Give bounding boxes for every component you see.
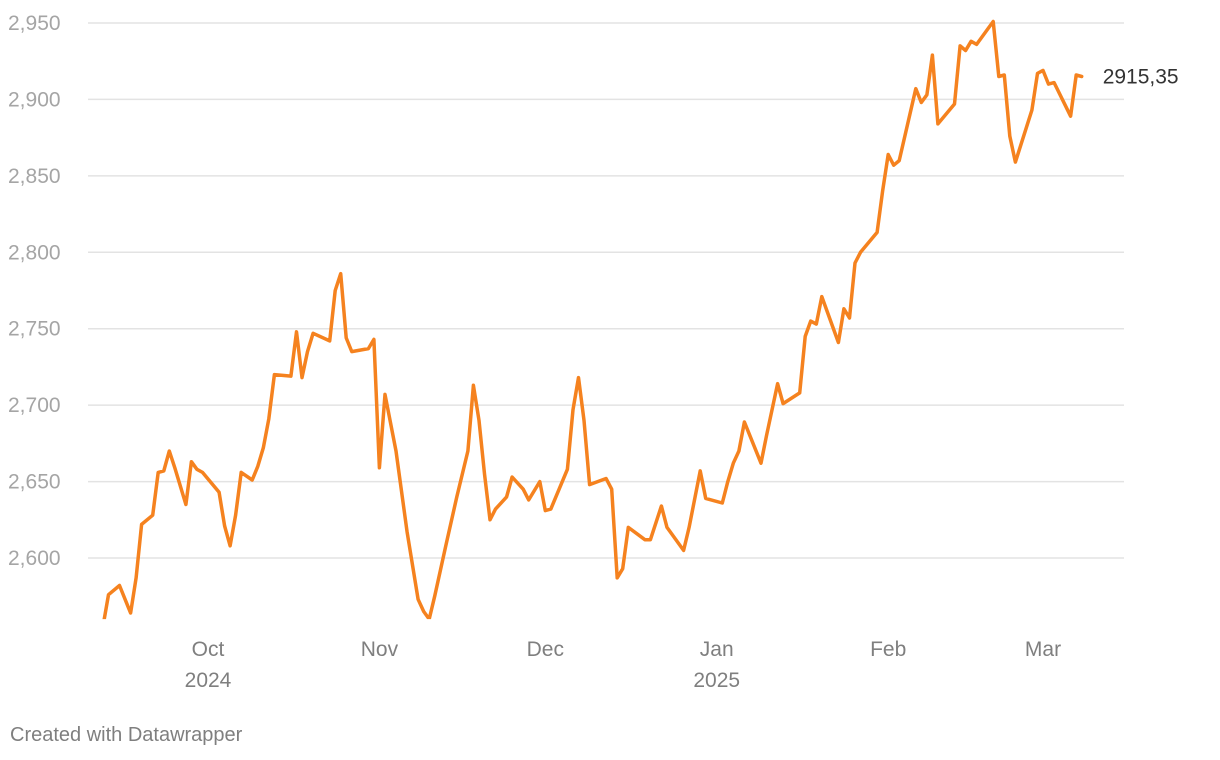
footer-credit: Created with Datawrapper (10, 724, 243, 746)
y-tick-label: 2,600 (8, 547, 61, 570)
x-tick-year-label: 2024 (185, 669, 232, 692)
series-line (102, 19, 1084, 620)
gridlines (88, 22, 1124, 559)
x-tick-year-label: 2025 (693, 669, 740, 692)
end-value-label: 2915,35 (1103, 66, 1179, 89)
x-tick-label: Nov (361, 638, 399, 661)
y-tick-label: 2,900 (8, 88, 61, 111)
y-tick-label: 2,950 (8, 12, 61, 35)
x-axis-ticks: Oct 2024 Nov Dec Jan 2025 Feb Mar (185, 638, 1061, 692)
y-axis-ticks: 2,600 2,650 2,700 2,750 2,800 2,850 2,900 2,950 (8, 12, 61, 570)
y-tick-label: 2,750 (8, 318, 61, 341)
x-tick-label: Jan (700, 638, 734, 661)
x-tick-label: Feb (870, 638, 906, 661)
y-tick-label: 2,700 (8, 394, 61, 417)
x-tick-label: Oct (192, 638, 225, 661)
x-tick-label: Dec (527, 638, 564, 661)
line-chart: 2,600 2,650 2,700 2,750 2,800 2,850 2,900 2,950… (8, 12, 1179, 692)
series-layer (102, 19, 1084, 620)
x-tick-label: Mar (1025, 638, 1061, 661)
y-tick-label: 2,800 (8, 241, 61, 264)
y-tick-label: 2,850 (8, 165, 61, 188)
end-labels: 2915,35 (1103, 66, 1179, 89)
y-tick-label: 2,650 (8, 471, 61, 494)
